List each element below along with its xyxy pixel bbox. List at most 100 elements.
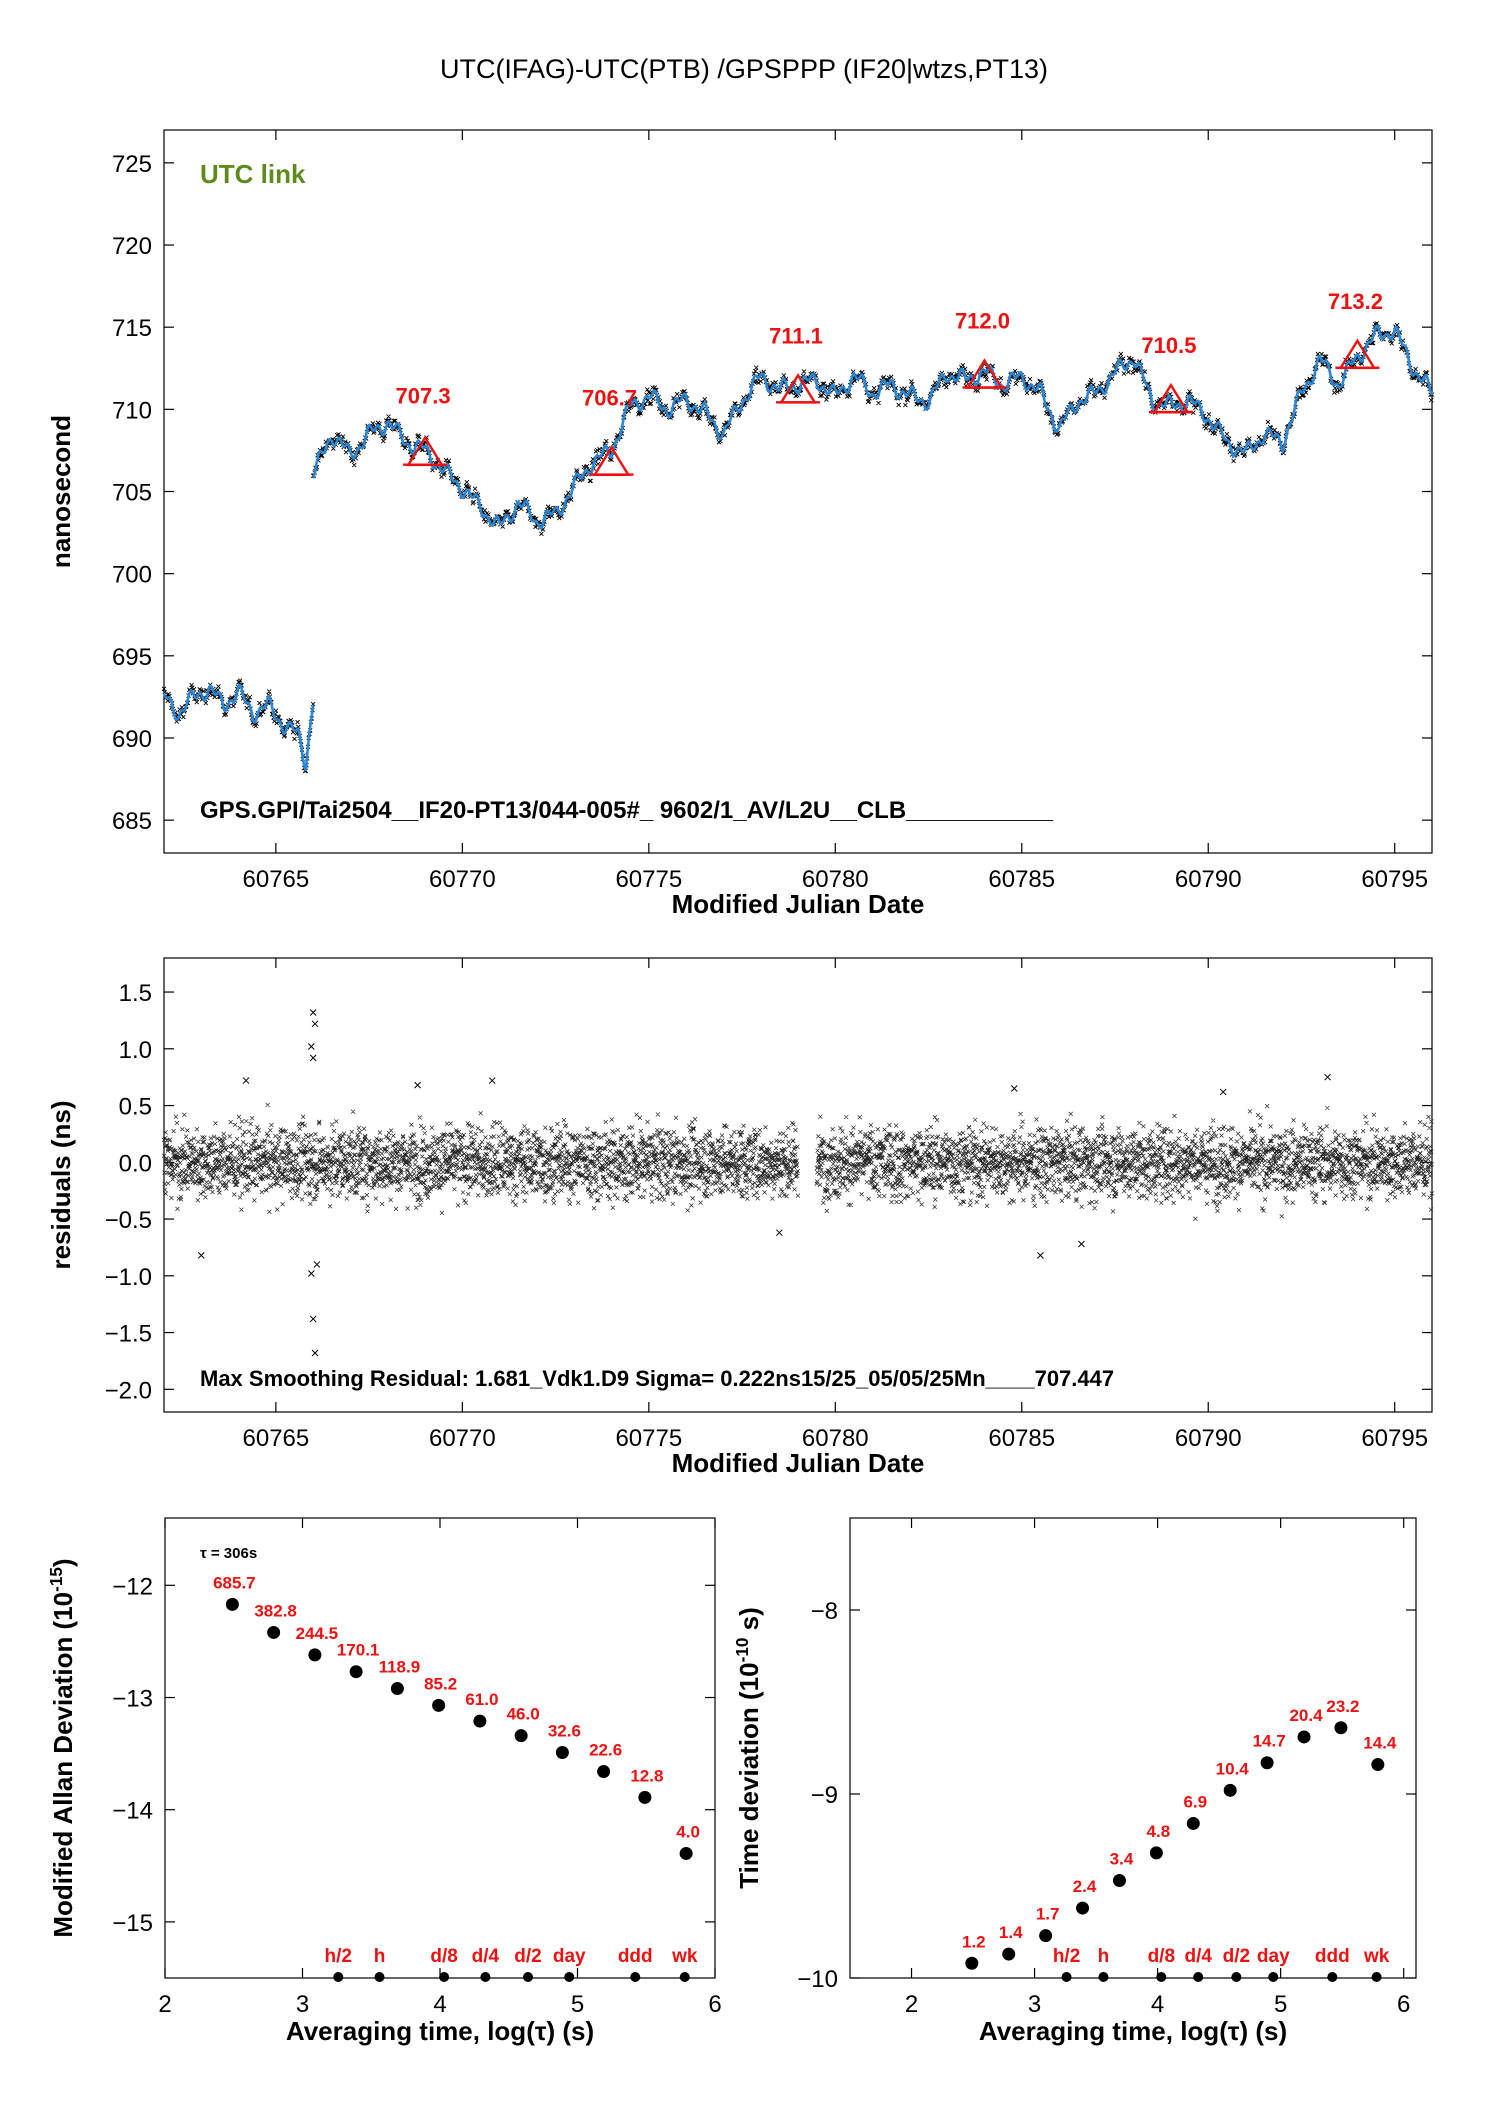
- x-tick-label: 60790: [1175, 1425, 1242, 1452]
- y-tick-label: −1.5: [105, 1321, 152, 1348]
- interval-marker-label: h/2: [325, 1946, 352, 1967]
- y-tick-label: −12: [112, 1573, 153, 1600]
- deviation-point: [1223, 1783, 1237, 1797]
- point-value-label: 118.9: [379, 1658, 421, 1677]
- y-tick-label: 705: [112, 480, 152, 507]
- point-value-label: 685.7: [213, 1573, 256, 1592]
- point-value-label: 3.4: [1110, 1849, 1134, 1868]
- marker-value-label: 713.2: [1328, 289, 1383, 314]
- deviation-point: [1371, 1758, 1385, 1772]
- y-tick-label: 0.5: [119, 1094, 152, 1121]
- interval-marker-label: ddd: [618, 1946, 653, 1967]
- point-value-label: 12.8: [630, 1766, 663, 1785]
- deviation-point: [1297, 1730, 1311, 1744]
- point-value-label: 23.2: [1326, 1697, 1359, 1716]
- residual-outlier: [313, 1261, 321, 1268]
- x-tick-label: 6: [708, 1991, 721, 2018]
- y-tick-label: −10: [797, 1966, 838, 1993]
- plot-frame: [163, 957, 1433, 1413]
- deviation-point: [638, 1790, 652, 1804]
- y-axis-label: Modified Allan Deviation (10-15): [46, 1558, 78, 1937]
- point-value-label: 20.4: [1289, 1706, 1323, 1725]
- residual-outlier: [414, 1081, 421, 1089]
- point-value-label: 14.7: [1253, 1732, 1286, 1751]
- y-tick-label: 700: [112, 562, 152, 589]
- y-axis-label: residuals (ns): [46, 1100, 76, 1269]
- residual-outlier: [309, 1054, 317, 1062]
- deviation-point: [349, 1665, 363, 1679]
- time-series-panel: 60765 60770 60775 60780 60785 60790 60795 685 69…: [46, 129, 1435, 919]
- x-tick-label: 3: [296, 1991, 309, 2018]
- residuals-panel: 60765 60770 60775 60780 60785 60790 60795 −2.0 −…: [46, 957, 1435, 1478]
- y-tick-label: −0.5: [105, 1207, 152, 1234]
- page-title: UTC(IFAG)-UTC(PTB) /GPSPPP (IF20|wtzs,PT…: [440, 54, 1048, 84]
- fit-line-0: [162, 683, 315, 771]
- y-tick-label: −15: [112, 1910, 153, 1937]
- x-tick-label: 60780: [802, 866, 869, 893]
- deviation-point: [679, 1846, 693, 1860]
- x-tick-label: 2: [158, 1991, 171, 2018]
- y-tick-label: 685: [112, 808, 152, 835]
- interval-marker-dot: [333, 1972, 344, 1982]
- y-axis-label-exponent: -15: [46, 1567, 66, 1592]
- interval-marker-label: wk: [671, 1946, 698, 1967]
- y-tick-label: 695: [112, 644, 152, 671]
- marker-value-label: 711.1: [769, 323, 823, 348]
- x-tick-label: 60785: [988, 1425, 1055, 1452]
- x-tick-label: 4: [433, 1991, 446, 2018]
- interval-marker-label: h: [1098, 1946, 1110, 1967]
- x-tick-label: 60770: [429, 1425, 496, 1452]
- residual-outlier: [307, 1043, 315, 1050]
- y-tick-label: 725: [112, 151, 152, 178]
- residual-outlier: [309, 1009, 317, 1016]
- marker-value-label: 707.3: [396, 384, 451, 409]
- y-axis-label-main: Time deviation (10: [734, 1662, 764, 1888]
- deviation-point: [432, 1698, 446, 1712]
- interval-marker-label: d/8: [1148, 1946, 1175, 1967]
- deviation-point: [267, 1625, 281, 1639]
- deviation-point: [1334, 1721, 1348, 1735]
- deviation-point: [1149, 1846, 1163, 1860]
- interval-marker-label: d/4: [472, 1946, 500, 1967]
- residual-outlier: [1219, 1088, 1227, 1096]
- deviation-point: [473, 1714, 487, 1728]
- x-tick-label: 60765: [243, 1425, 310, 1452]
- point-value-label: 46.0: [507, 1705, 540, 1724]
- point-value-label: 4.8: [1147, 1822, 1171, 1841]
- x-axis-label: Modified Julian Date: [672, 1448, 925, 1478]
- deviation-point: [1186, 1816, 1200, 1830]
- interval-marker-dot: [439, 1972, 450, 1982]
- y-tick-label: −2.0: [105, 1377, 152, 1404]
- x-tick-label: 60770: [429, 866, 496, 893]
- y-tick-label: 720: [112, 233, 152, 260]
- interval-marker-label: d/2: [1223, 1946, 1250, 1967]
- interval-marker-dot: [679, 1972, 690, 1982]
- x-tick-label: 60775: [615, 1425, 682, 1452]
- residual-outlier: [1010, 1085, 1018, 1092]
- y-tick-label: 1.0: [119, 1037, 152, 1064]
- deviation-point: [514, 1729, 528, 1743]
- interval-marker-dot: [1231, 1972, 1242, 1982]
- processing-info-text: GPS.GPI/Tai2504__IF20-PT13/044-005#_ 960…: [200, 797, 1054, 824]
- y-tick-label: −8: [811, 1598, 838, 1625]
- x-tick-label: 4: [1151, 1991, 1164, 2018]
- interval-marker-dot: [523, 1972, 533, 1982]
- interval-marker-dot: [630, 1972, 641, 1982]
- x-axis-label: Modified Julian Date: [672, 889, 925, 919]
- interval-marker-label: d/8: [430, 1946, 457, 1967]
- interval-marker-dot: [1061, 1972, 1072, 1982]
- interval-marker-label: ddd: [1315, 1946, 1350, 1967]
- point-value-label: 14.4: [1363, 1734, 1397, 1753]
- plot-frame: [163, 129, 1433, 854]
- interval-marker-label: h: [374, 1946, 386, 1967]
- y-tick-label: 1.5: [119, 980, 152, 1007]
- interval-marker-label: wk: [1363, 1946, 1390, 1967]
- y-tick-label: −13: [112, 1686, 153, 1713]
- deviation-point: [308, 1648, 322, 1662]
- point-value-label: 85.2: [424, 1674, 457, 1693]
- x-tick-label: 2: [905, 1991, 918, 2018]
- y-axis-label: Time deviation (10-10 s): [732, 1607, 764, 1889]
- y-tick-label: −14: [112, 1798, 153, 1825]
- y-tick-label: 690: [112, 726, 152, 753]
